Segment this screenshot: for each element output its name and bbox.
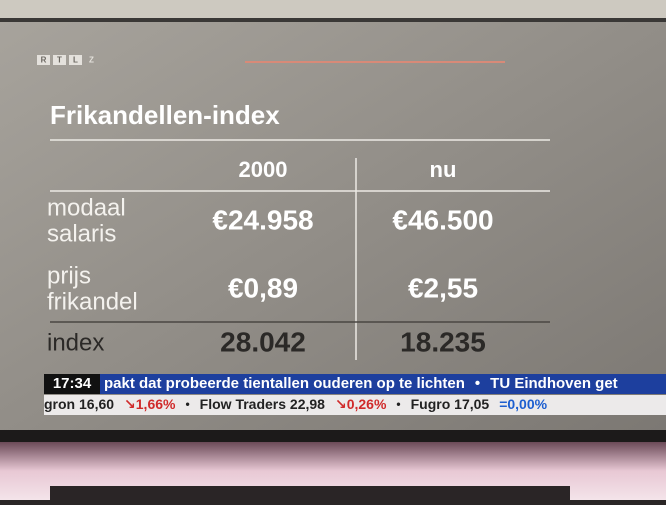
cell: €46.500 xyxy=(392,204,493,235)
row-label: frikandel xyxy=(47,288,138,315)
stock-name: Fugro 17,05 xyxy=(411,396,490,412)
separator: • xyxy=(475,375,480,392)
bezel-bottom xyxy=(0,430,666,442)
stock-change: ↘1,66% xyxy=(124,396,176,412)
time-box xyxy=(44,374,100,394)
cell: 18.235 xyxy=(400,326,486,357)
bezel-top xyxy=(0,18,666,23)
row-label: salaris xyxy=(47,220,116,247)
row-label: modaal xyxy=(47,194,126,221)
separator: • xyxy=(185,397,189,411)
screen xyxy=(0,22,666,432)
separator: • xyxy=(396,397,400,411)
headline-text: pakt dat probeerde tientallen ouderen op… xyxy=(104,375,465,392)
logo-letter: L xyxy=(73,56,78,65)
cell: €24.958 xyxy=(212,204,313,235)
logo-letter: T xyxy=(57,56,62,65)
cell: €2,55 xyxy=(408,272,478,303)
logo-letter: R xyxy=(41,56,47,65)
wall xyxy=(0,0,666,22)
time: 17:34 xyxy=(53,375,92,392)
stocks: gron 16,60 ↘1,66% • Flow Traders 22,98 ↘0,26… xyxy=(44,396,548,412)
headline-bar xyxy=(100,374,666,394)
title: Frikandellen-index xyxy=(50,100,280,130)
stock-name: Flow Traders 22,98 xyxy=(200,396,325,412)
logo-box xyxy=(37,55,50,65)
next-headline: TU Eindhoven get xyxy=(490,375,618,392)
cell: 28.042 xyxy=(220,326,306,357)
stock-name: gron 16,60 xyxy=(44,396,114,412)
logo-box xyxy=(69,55,82,65)
row-label: index xyxy=(47,329,104,356)
headline: pakt dat probeerde tientallen ouderen op… xyxy=(104,375,618,392)
column-header: nu xyxy=(430,157,457,182)
stock-bar xyxy=(44,395,666,415)
stand xyxy=(50,486,570,500)
row-label: prijs xyxy=(47,262,91,289)
cell: €0,89 xyxy=(228,272,298,303)
logo-letter: Z xyxy=(89,56,94,65)
stock-change: ↘0,26% xyxy=(335,396,387,412)
logo-box xyxy=(53,55,66,65)
stock-change: =0,00% xyxy=(499,396,547,412)
column-header: 2000 xyxy=(239,157,288,182)
